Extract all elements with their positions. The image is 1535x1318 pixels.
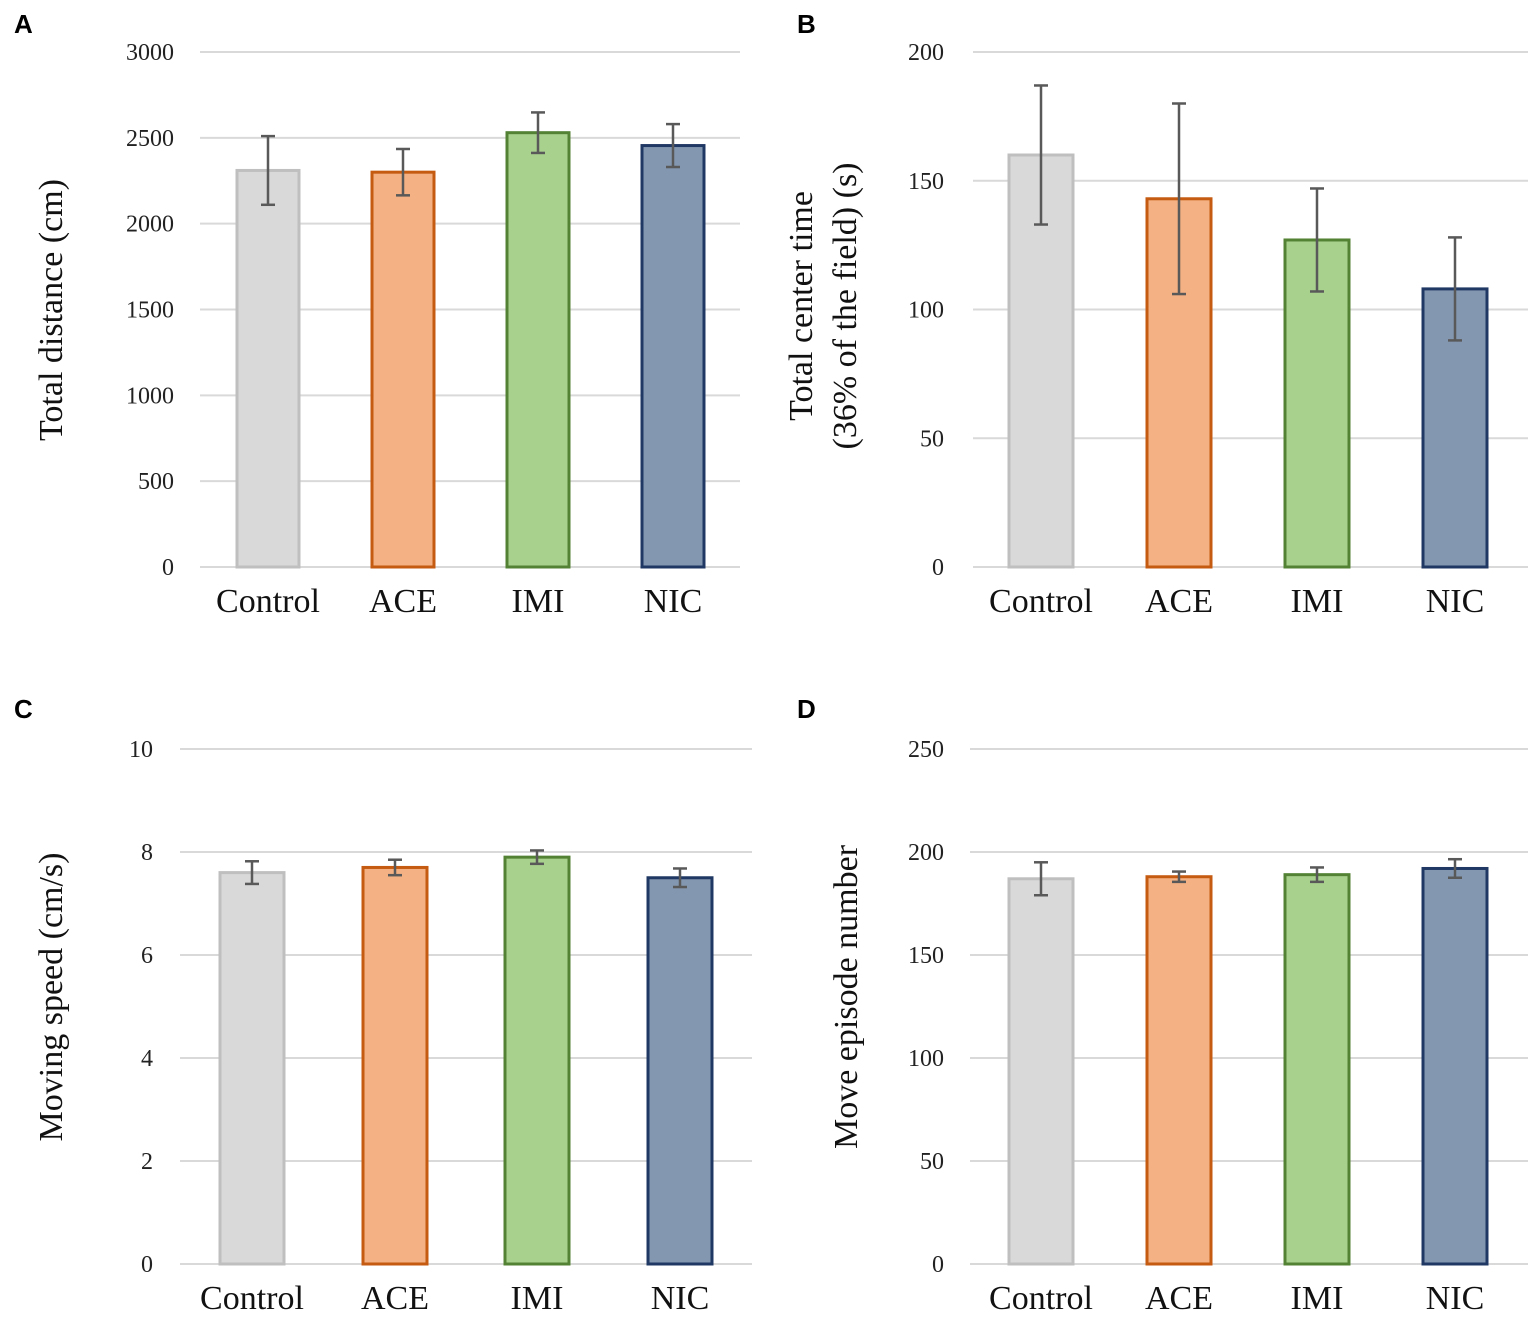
x-category-label: ACE (1145, 1280, 1213, 1317)
panel-label: A (14, 9, 33, 39)
bar-ace (370, 170, 436, 569)
bar-control (1007, 877, 1075, 1266)
error-bar-ace (1172, 102, 1186, 296)
y-tick-label: 10 (129, 737, 153, 763)
y-tick-label: 150 (908, 943, 944, 969)
bar-nic (640, 144, 706, 569)
y-tick-label: 500 (138, 469, 174, 495)
y-tick-label: 0 (162, 555, 174, 581)
panel-label: C (14, 694, 33, 724)
y-tick-label: 4 (141, 1046, 153, 1072)
x-category-label: ACE (1145, 583, 1213, 620)
error-bar-control (245, 860, 259, 886)
y-tick-label: 50 (920, 1149, 944, 1175)
bar-nic (646, 876, 714, 1266)
y-tick-label: 6 (141, 943, 153, 969)
y-tick-label: 100 (908, 298, 944, 324)
error-bar-imi (531, 111, 545, 155)
x-category-label: IMI (1291, 1280, 1344, 1317)
chart-panel-b: B 0 50 100 150 200 Control ACE IMI NIC Total cente… (783, 9, 1528, 620)
y-tick-label: 100 (908, 1046, 944, 1072)
x-category-label: NIC (651, 1280, 710, 1317)
y-axis-title: Move episode number (828, 844, 865, 1149)
x-category-label: NIC (1426, 1280, 1485, 1317)
bar-control (218, 871, 286, 1266)
y-tick-label: 1500 (126, 298, 174, 324)
y-tick-label: 150 (908, 169, 944, 195)
bar-control (235, 168, 301, 569)
y-axis-title-line: (36% of the field) (s) (827, 162, 864, 449)
x-category-label: Control (989, 583, 1093, 620)
bar-imi (1283, 873, 1351, 1266)
x-category-label: NIC (1426, 583, 1485, 620)
y-axis-title-line: Total center time (783, 191, 820, 421)
chart-panel-c: C 0 2 4 6 8 10 Control ACE IMI NIC Moving speed (cm… (14, 694, 752, 1317)
x-category-label: ACE (361, 1280, 429, 1317)
y-tick-label: 250 (908, 737, 944, 763)
error-bar-ace (1172, 870, 1186, 884)
y-tick-label: 8 (141, 840, 153, 866)
y-axis-title: Total center time (36% of the field) (s) (783, 162, 864, 449)
y-tick-label: 2000 (126, 212, 174, 238)
error-bar-nic (666, 122, 680, 169)
y-tick-label: 200 (908, 40, 944, 66)
bar-imi (503, 855, 571, 1266)
y-tick-label: 1000 (126, 383, 174, 409)
error-bar-ace (388, 858, 402, 877)
x-category-label: IMI (512, 583, 565, 620)
bar-nic (1421, 866, 1489, 1266)
chart-panel-a: A 0 500 1000 1500 2000 2500 3000 Control ACE IMI NI… (14, 9, 740, 620)
y-axis-title: Moving speed (cm/s) (33, 853, 70, 1142)
error-bar-nic (673, 867, 687, 889)
bar-imi (1283, 238, 1351, 569)
error-bar-ace (396, 147, 410, 197)
bar-imi (505, 131, 571, 569)
error-bar-control (1034, 84, 1048, 226)
error-bar-imi (530, 849, 544, 866)
y-tick-label: 0 (932, 1252, 944, 1278)
error-bar-control (1034, 861, 1048, 897)
x-category-label: IMI (1291, 583, 1344, 620)
error-bar-nic (1448, 857, 1462, 879)
panel-label: B (797, 9, 816, 39)
bar-ace (361, 865, 429, 1266)
y-tick-label: 2500 (126, 126, 174, 152)
x-category-label: Control (989, 1280, 1093, 1317)
y-tick-label: 0 (932, 555, 944, 581)
error-bar-nic (1448, 236, 1462, 342)
chart-panel-d: D 0 50 100 150 200 250 Control ACE IMI NIC Move epi… (797, 694, 1528, 1317)
x-category-label: Control (216, 583, 320, 620)
x-category-label: ACE (369, 583, 437, 620)
x-category-label: NIC (644, 583, 703, 620)
y-tick-label: 2 (141, 1149, 153, 1175)
error-bar-imi (1310, 866, 1324, 884)
x-category-label: IMI (511, 1280, 564, 1317)
panel-label: D (797, 694, 816, 724)
y-tick-label: 50 (920, 426, 944, 452)
bar-ace (1145, 875, 1213, 1266)
y-tick-label: 3000 (126, 40, 174, 66)
y-tick-label: 200 (908, 840, 944, 866)
error-bar-control (261, 134, 275, 207)
y-axis-title: Total distance (cm) (33, 179, 70, 441)
error-bar-imi (1310, 187, 1324, 293)
y-tick-label: 0 (141, 1252, 153, 1278)
x-category-label: Control (200, 1280, 304, 1317)
